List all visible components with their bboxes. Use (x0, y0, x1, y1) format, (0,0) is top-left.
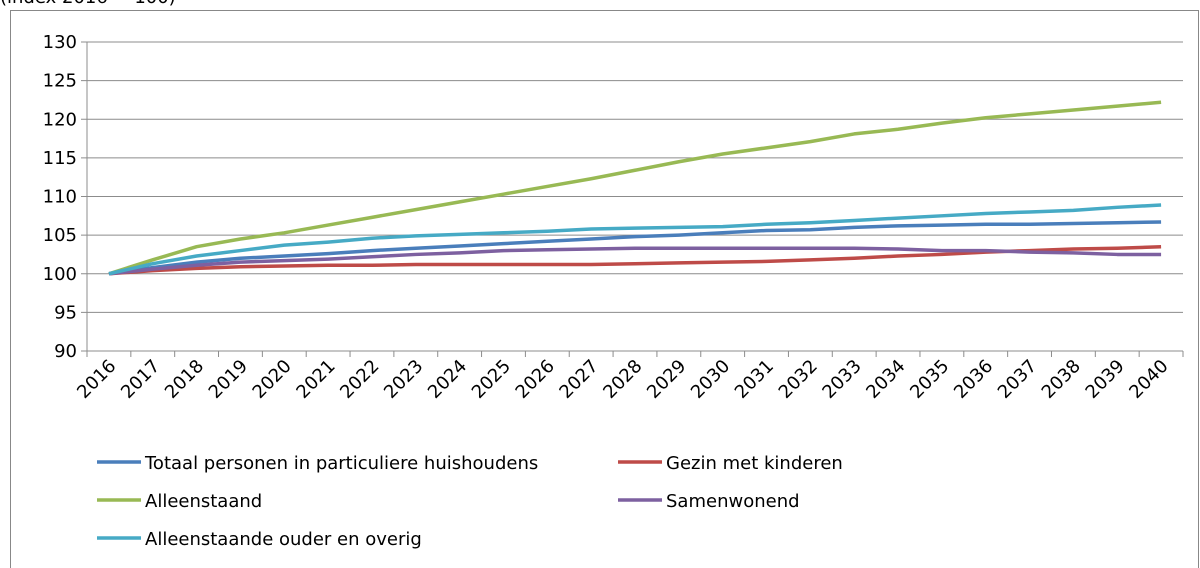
legend-label: Totaal personen in particuliere huishoud… (144, 453, 538, 474)
x-tick-label: 2020 (249, 356, 296, 403)
x-tick-label: 2019 (205, 356, 252, 403)
series-line (108, 220, 1162, 276)
x-tick-label: 2032 (775, 356, 822, 403)
series-line (108, 100, 1162, 276)
x-tick-label: 2017 (117, 356, 164, 403)
x-tick-label: 2030 (687, 356, 734, 403)
y-tick-label: 120 (43, 109, 77, 130)
x-tick-label: 2031 (731, 356, 778, 403)
legend-label: Gezin met kinderen (666, 453, 843, 474)
series-line (108, 246, 1162, 276)
y-tick-label: 105 (43, 225, 77, 246)
x-tick-label: 2039 (1082, 356, 1129, 403)
x-tick-label: 2022 (336, 356, 383, 403)
x-tick-label: 2026 (512, 356, 559, 403)
chart-border (10, 10, 1199, 568)
chart-subtitle: (index 2016 = 100) (0, 0, 176, 8)
x-tick-label: 2027 (555, 356, 602, 403)
x-tick-label: 2033 (818, 356, 865, 403)
x-tick-label: 2023 (380, 356, 427, 403)
x-tick-label: 2035 (906, 356, 953, 403)
legend-label: Alleenstaand (145, 491, 262, 512)
x-tick-label: 2040 (1125, 356, 1172, 403)
x-tick-label: 2028 (599, 356, 646, 403)
y-tick-label: 125 (43, 71, 77, 92)
x-tick-label: 2021 (292, 356, 339, 403)
y-tick-label: 100 (43, 264, 77, 285)
y-tick-label: 115 (43, 148, 77, 169)
y-tick-label: 110 (43, 187, 77, 208)
y-tick-label: 90 (54, 341, 77, 362)
x-tick-label: 2034 (862, 356, 909, 403)
x-tick-label: 2024 (424, 356, 471, 403)
legend-label: Samenwonend (666, 491, 800, 512)
series-line (108, 203, 1162, 276)
x-tick-label: 2018 (161, 356, 208, 403)
legend-label: Alleenstaande ouder en overig (145, 529, 422, 550)
x-tick-label: 2038 (1038, 356, 1085, 403)
x-tick-label: 2037 (994, 356, 1041, 403)
x-tick-label: 2036 (950, 356, 997, 403)
x-tick-label: 2029 (643, 356, 690, 403)
y-tick-label: 95 (54, 302, 77, 323)
y-tick-label: 130 (43, 32, 77, 53)
x-tick-label: 2025 (468, 356, 515, 403)
x-tick-label: 2016 (73, 356, 120, 403)
